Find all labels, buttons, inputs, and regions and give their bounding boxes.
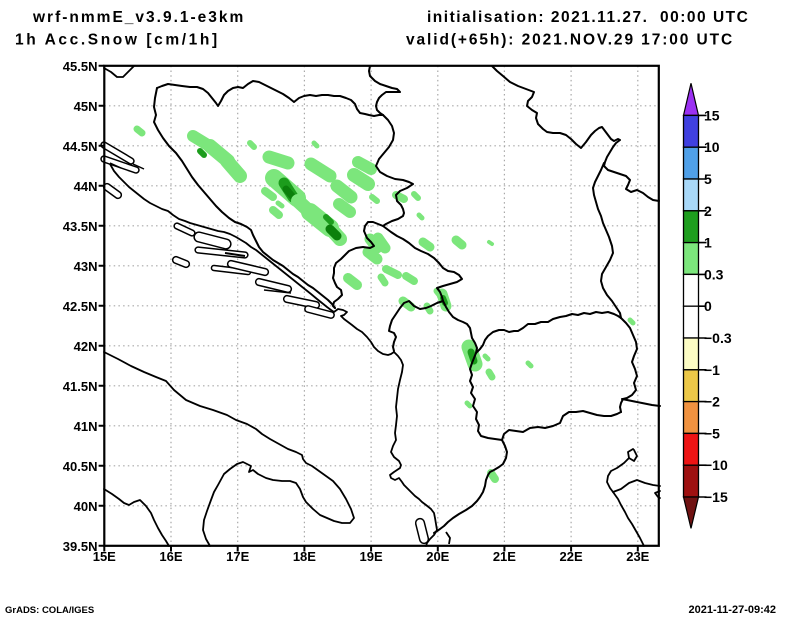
svg-text:43.5N: 43.5N [63,219,98,234]
svg-text:20E: 20E [426,549,449,564]
svg-text:44N: 44N [74,179,98,194]
svg-text:0: 0 [704,298,712,314]
svg-text:initialisation: 2021.11.27. 0: initialisation: 2021.11.27. 00:00 UTC [427,9,749,26]
svg-text:45.5N: 45.5N [63,59,98,74]
svg-text:1: 1 [704,235,712,251]
svg-text:44.5N: 44.5N [63,139,98,154]
svg-text:−15: −15 [704,489,728,505]
svg-text:18E: 18E [293,549,316,564]
svg-text:−1: −1 [704,362,720,378]
svg-text:GrADS: COLA/IGES: GrADS: COLA/IGES [5,605,94,616]
svg-text:−10: −10 [704,457,728,473]
svg-text:wrf-nmmE_v3.9.1-e3km: wrf-nmmE_v3.9.1-e3km [32,9,245,26]
svg-text:19E: 19E [360,549,383,564]
svg-text:valid(+65h): 2021.NOV.29 17:00: valid(+65h): 2021.NOV.29 17:00 UTC [406,32,734,49]
svg-text:−0.3: −0.3 [704,330,732,346]
svg-text:17E: 17E [226,549,249,564]
svg-text:42N: 42N [74,339,98,354]
svg-text:−5: −5 [704,425,720,441]
svg-text:43N: 43N [74,259,98,274]
svg-text:2: 2 [704,203,712,219]
svg-text:−2: −2 [704,394,720,410]
svg-text:1h Acc.Snow [cm/1h]: 1h Acc.Snow [cm/1h] [15,32,220,49]
svg-text:40.5N: 40.5N [63,459,98,474]
svg-text:41.5N: 41.5N [63,379,98,394]
svg-text:10: 10 [704,139,720,155]
svg-text:42.5N: 42.5N [63,299,98,314]
svg-text:22E: 22E [560,549,583,564]
svg-text:45N: 45N [74,99,98,114]
svg-text:5: 5 [704,171,712,187]
svg-text:40N: 40N [74,499,98,514]
svg-text:16E: 16E [159,549,182,564]
svg-text:15E: 15E [93,549,116,564]
svg-text:21E: 21E [493,549,516,564]
svg-text:15: 15 [704,107,720,123]
svg-text:39.5N: 39.5N [63,539,98,554]
svg-text:41N: 41N [74,419,98,434]
svg-text:23E: 23E [626,549,649,564]
svg-text:0.3: 0.3 [704,266,724,282]
svg-text:2021-11-27-09:42: 2021-11-27-09:42 [689,604,776,616]
